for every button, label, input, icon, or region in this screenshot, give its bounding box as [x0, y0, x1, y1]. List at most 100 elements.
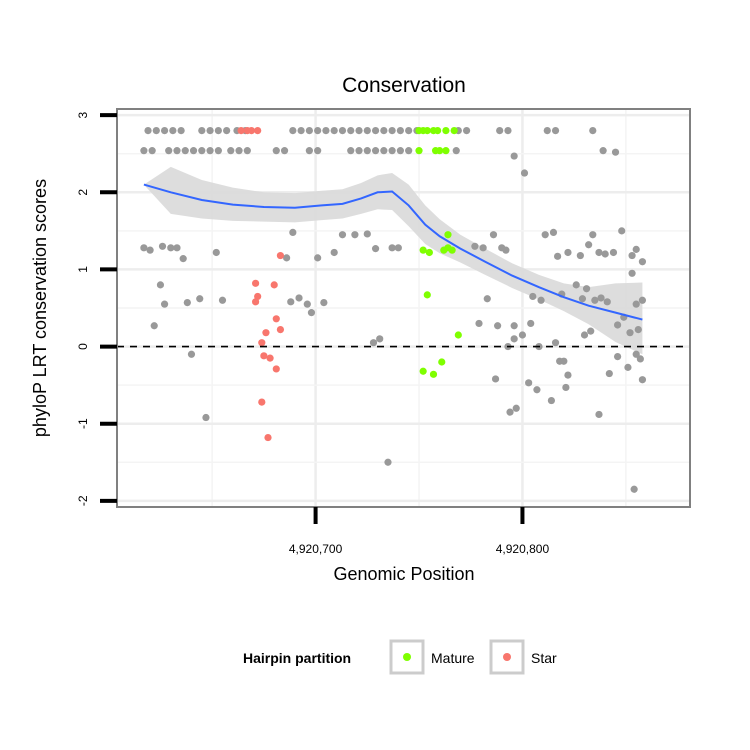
data-point-other — [554, 252, 562, 260]
data-point-other — [527, 319, 535, 328]
data-point-star — [260, 352, 268, 360]
data-point-other — [272, 147, 280, 155]
data-point-other — [369, 339, 378, 347]
legend: Hairpin partition Mature Star — [243, 639, 557, 675]
data-point-other — [632, 300, 640, 308]
data-point-other — [502, 246, 510, 254]
data-point-mature — [442, 126, 450, 135]
chart-title: Conservation — [342, 74, 466, 97]
data-point-other — [551, 339, 560, 347]
data-point-star — [247, 126, 256, 135]
data-point-other — [529, 292, 537, 301]
legend-entry-mature: Mature — [389, 639, 475, 675]
data-point-other — [196, 295, 204, 303]
data-point-other — [198, 126, 206, 135]
y-tick-label: -1 — [76, 418, 90, 429]
data-point-other — [214, 126, 222, 135]
data-point-other — [510, 335, 518, 343]
data-point-other — [314, 147, 322, 155]
data-point-mature — [444, 231, 452, 239]
legend-label-star: Star — [531, 650, 557, 666]
data-point-other — [638, 258, 647, 266]
data-point-other — [355, 147, 363, 155]
y-axis-title: phyloP LRT conservation scores — [30, 179, 50, 437]
data-point-star — [251, 298, 260, 306]
data-point-other — [626, 329, 634, 337]
data-point-other — [218, 296, 227, 304]
data-point-other — [543, 126, 551, 135]
data-point-other — [355, 126, 363, 135]
data-point-other — [202, 413, 210, 422]
data-point-other — [198, 147, 206, 155]
data-point-mature — [438, 358, 446, 366]
data-point-other — [160, 300, 169, 308]
data-point-other — [156, 281, 165, 289]
data-point-other — [283, 254, 291, 262]
data-point-mature — [454, 331, 462, 339]
data-point-other — [206, 147, 214, 155]
data-point-other — [165, 147, 173, 155]
data-point-other — [585, 241, 593, 249]
data-point-other — [380, 126, 388, 135]
legend-dot-mature — [403, 653, 411, 661]
data-point-other — [173, 147, 181, 155]
data-point-other — [303, 300, 311, 308]
x-tick-label: 4,920,800 — [496, 542, 550, 556]
data-point-other — [177, 126, 185, 135]
smooth-line — [143, 183, 643, 321]
data-point-star — [251, 279, 260, 287]
data-point-other — [549, 228, 558, 237]
data-point-other — [363, 126, 371, 135]
data-point-other — [396, 147, 404, 155]
data-point-other — [351, 231, 359, 239]
data-point-other — [187, 350, 196, 358]
data-point-mature — [423, 291, 431, 299]
data-point-other — [183, 299, 191, 307]
data-point-other — [580, 331, 589, 339]
data-point-other — [632, 350, 640, 358]
data-point-other — [582, 285, 591, 293]
data-point-other — [384, 458, 392, 466]
y-axis: -2 -1 0 1 2 3 — [76, 112, 117, 506]
data-point-other — [371, 147, 380, 155]
data-point-other — [609, 248, 618, 257]
data-point-other — [537, 296, 545, 304]
data-point-star — [254, 126, 262, 135]
data-point-mature — [419, 246, 427, 254]
data-point-other — [227, 147, 235, 155]
data-point-other — [363, 230, 371, 238]
smooth-line-layer — [143, 183, 643, 321]
data-point-star — [262, 329, 270, 337]
confidence-ribbon — [143, 166, 643, 355]
data-point-star — [270, 281, 278, 289]
data-point-star — [258, 339, 266, 347]
data-point-other — [638, 376, 647, 384]
data-point-other — [152, 126, 160, 135]
data-point-other — [483, 295, 491, 303]
data-point-other — [638, 296, 647, 304]
data-point-other — [297, 126, 305, 135]
data-point-star — [254, 292, 262, 301]
data-point-star — [266, 354, 274, 362]
data-point-other — [146, 246, 154, 254]
data-point-other — [564, 248, 572, 257]
data-point-other — [371, 245, 380, 253]
data-point-other — [564, 371, 572, 379]
data-point-star — [272, 315, 280, 323]
data-point-other — [496, 126, 504, 135]
y-tick-label: -2 — [76, 495, 90, 506]
data-point-other — [510, 322, 518, 330]
x-axis: 4,920,700 4,920,800 — [289, 507, 550, 556]
data-point-other — [630, 485, 638, 493]
data-point-other — [595, 248, 603, 257]
data-point-other — [371, 126, 380, 135]
data-point-other — [140, 147, 148, 155]
data-point-other — [547, 396, 556, 405]
data-point-other — [214, 147, 222, 155]
data-point-other — [525, 379, 533, 387]
data-point-other — [189, 147, 198, 155]
data-point-other — [597, 294, 605, 302]
data-point-other — [462, 126, 471, 135]
legend-dot-star — [503, 653, 511, 661]
data-point-star — [272, 365, 280, 373]
